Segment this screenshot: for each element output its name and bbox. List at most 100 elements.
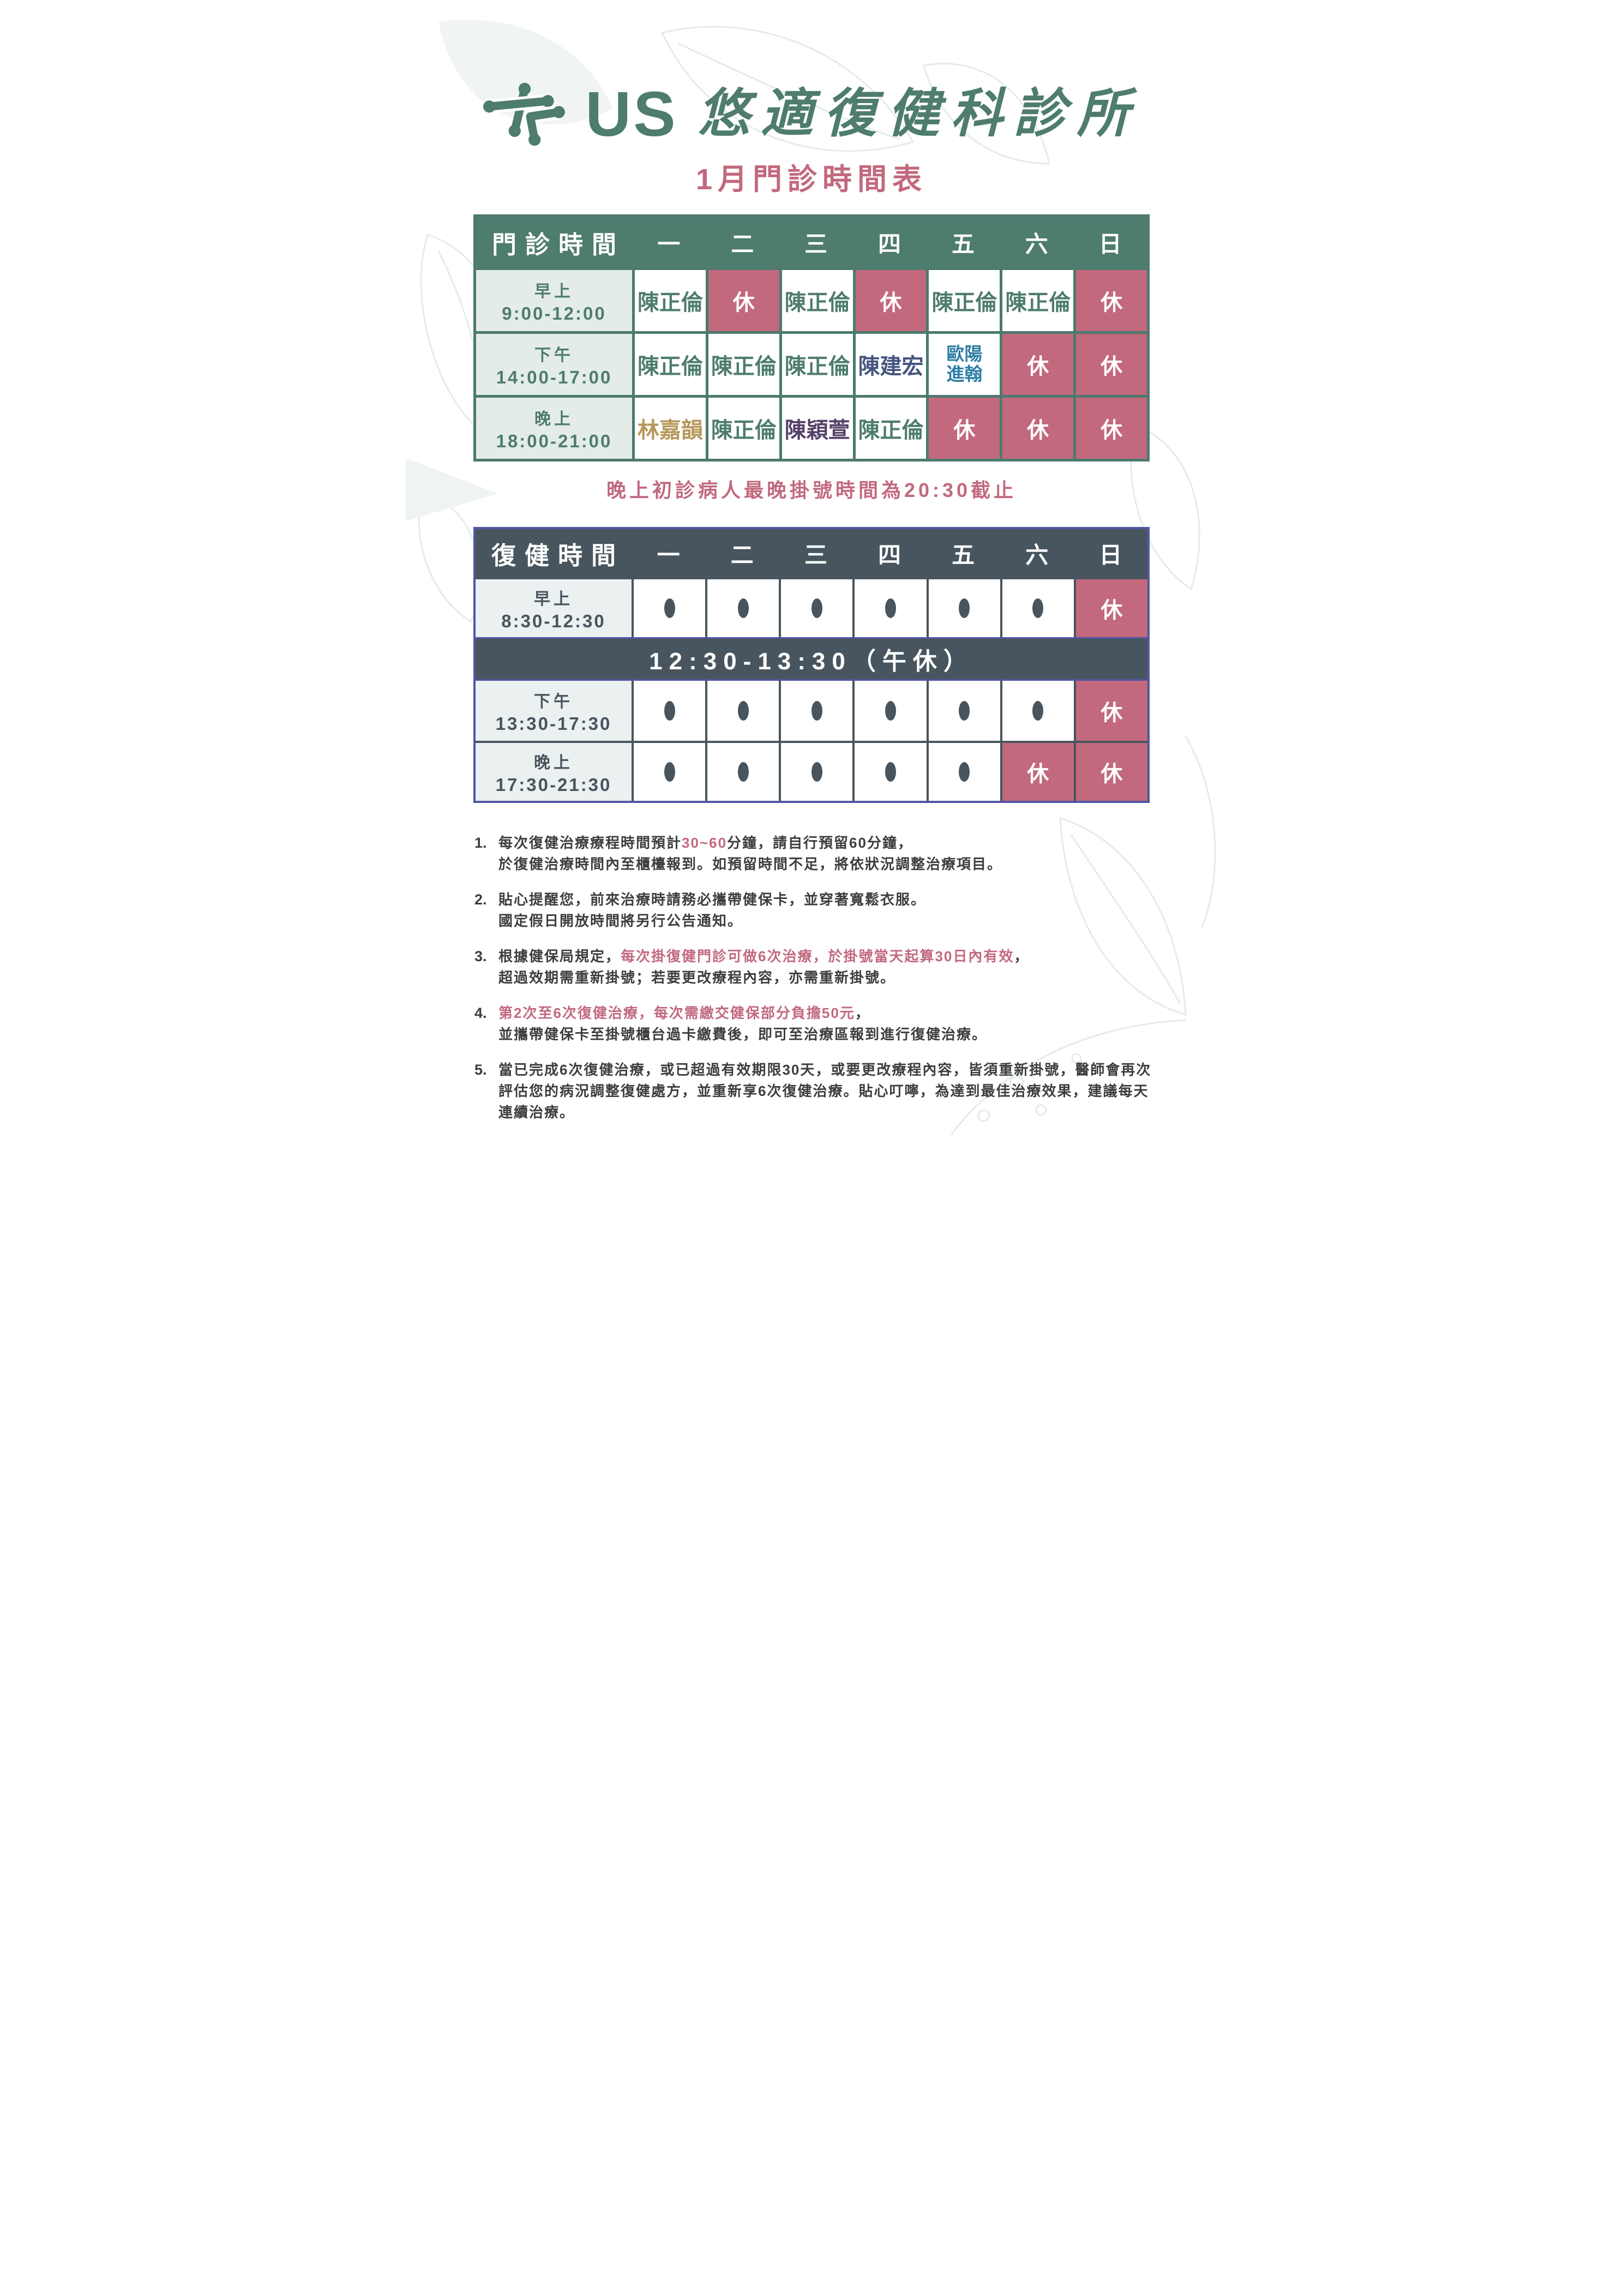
lunch-break-row: 12:30-13:30（午休） <box>476 637 1147 681</box>
evening-registration-notice: 晚上初診病人最晚掛號時間為20:30截止 <box>606 479 1017 501</box>
branch-watermark <box>950 1019 1186 1135</box>
closed-cell: 休 <box>1073 681 1147 741</box>
note-item: 5. 當已完成6次復健治療，或已超過有效期限30天，或要更改療程內容，皆須重新掛號… <box>474 1059 1185 1123</box>
note-line: 國定假日開放時間將另行公告通知。 <box>498 910 926 932</box>
row-label: 早上 8:30-12:30 <box>476 579 632 637</box>
doctor-cell: 陳正倫 <box>779 270 853 331</box>
leaf-watermark <box>438 20 613 124</box>
rehab-schedule-table: 復健時間 一二三四五六日 早上 8:30-12:30 休 12:30-13:30（午休… <box>473 527 1150 803</box>
note-text: 分鐘，請自行預留60分鐘， <box>727 835 913 851</box>
doctor-cell: 陳正倫 <box>779 334 853 395</box>
open-slot-cell <box>1000 579 1074 637</box>
closed-cell: 休 <box>1073 270 1147 331</box>
row-label: 晚上 18:00-21:00 <box>476 398 632 459</box>
open-circle-icon <box>811 701 822 721</box>
open-slot-cell <box>926 743 1000 801</box>
note-line: 於復健治療時間內至櫃檯報到。如預留時間不足，將依狀況調整治療項目。 <box>498 854 1002 875</box>
closed-cell: 休 <box>1000 743 1074 801</box>
open-circle-icon <box>664 598 675 618</box>
note-item: 2. 貼心提醒您，前來治療時請務必攜帶健保卡，並穿著寬鬆衣服。國定假日開放時間將另… <box>474 889 1185 932</box>
note-line: 貼心提醒您，前來治療時請務必攜帶健保卡，並穿著寬鬆衣服。 <box>498 889 926 910</box>
leaf-watermark <box>406 458 498 521</box>
row-period: 下午 <box>534 346 574 364</box>
note-line: 當已完成6次復健治療，或已超過有效期限30天，或要更改療程內容，皆須重新掛號，醫… <box>498 1059 1151 1081</box>
day-header: 五 <box>951 231 975 257</box>
row-time: 13:30-17:30 <box>495 713 612 734</box>
notes-list: 1. 每次復健治療療程時間預計30~60分鐘，請自行預留60分鐘， 於復健治療時間內… <box>474 832 1185 1123</box>
note-text: 貼心提醒您，前來治療時請務必攜帶健保卡，並穿著寬鬆衣服。 <box>498 891 927 908</box>
note-text: 每次復健治療療程時間預計 <box>498 835 682 851</box>
doctor-cell: 陳建宏 <box>852 334 927 395</box>
open-circle-icon <box>885 598 896 618</box>
rehab-table-header: 復健時間 一 二 三 四 五 六 日 <box>476 529 1147 577</box>
brand-header: US 悠適復健科診所 <box>406 0 1217 146</box>
row-period: 晚上 <box>534 753 573 772</box>
row-label: 早上 9:00-12:00 <box>476 270 632 331</box>
note-text: 根據健保局規定， <box>498 948 621 964</box>
doctor-cell: 林嘉韻 <box>632 398 706 459</box>
row-time: 8:30-12:30 <box>501 610 606 631</box>
open-circle-icon <box>885 762 896 782</box>
day-header: 三 <box>804 542 827 568</box>
leaf-watermark <box>418 490 480 624</box>
row-period: 早上 <box>534 282 574 301</box>
leaf-watermark <box>1059 817 1187 1016</box>
note-line: 並攜帶健保卡至掛號櫃台過卡繳費後，即可至治療區報到進行復健治療。 <box>498 1024 987 1045</box>
note-text-highlight: 第2次至6次復健治療，每次需繳交健保部分負擔50元 <box>498 1005 855 1021</box>
note-text: ， <box>1014 948 1030 964</box>
open-circle-icon <box>737 762 749 782</box>
open-slot-cell <box>852 579 927 637</box>
berry-watermark <box>977 1109 990 1122</box>
leaf-watermark <box>923 63 1050 165</box>
open-circle-icon <box>737 598 749 618</box>
open-slot-cell <box>632 743 706 801</box>
berry-watermark <box>1035 1104 1047 1116</box>
closed-cell: 休 <box>852 270 927 331</box>
row-time: 17:30-21:30 <box>495 774 612 795</box>
note-line: 連續治療。 <box>498 1102 1151 1123</box>
open-circle-icon <box>811 762 822 782</box>
note-text: ， <box>855 1005 870 1021</box>
closed-cell: 休 <box>1073 579 1147 637</box>
note-text-highlight: 每次掛復健門診可做6次治療，於掛號當天起算30日內有效 <box>621 948 1014 964</box>
note-line: 超過效期需重新掛號；若要更改療程內容，亦需重新掛號。 <box>498 967 1029 988</box>
day-header: 一 <box>657 542 680 568</box>
open-slot-cell <box>1000 681 1074 741</box>
note-number: 2. <box>474 891 487 908</box>
open-slot-cell <box>779 579 853 637</box>
note-item: 3. 根據健保局規定，每次掛復健門診可做6次治療，於掛號當天起算30日內有效， 超過… <box>474 946 1185 988</box>
open-circle-icon <box>959 598 970 618</box>
rehab-table-body: 早上 8:30-12:30 休 12:30-13:30（午休） 下午 13:30-17:3… <box>476 577 1147 801</box>
day-header: 四 <box>877 231 901 257</box>
note-item: 1. 每次復健治療療程時間預計30~60分鐘，請自行預留60分鐘， 於復健治療時間內… <box>474 832 1185 875</box>
closed-cell: 休 <box>1000 334 1074 395</box>
open-slot-cell <box>705 743 779 801</box>
open-circle-icon <box>1032 598 1044 618</box>
page-title: 1月門診時間表 <box>695 163 928 196</box>
closed-cell: 休 <box>1073 398 1147 459</box>
clinic-schedule-table: 門診時間 一二三四五六日 早上 9:00-12:00 陳正倫休陳正倫休陳正倫 陳正倫休… <box>473 214 1150 461</box>
open-circle-icon <box>1032 701 1044 721</box>
note-text: 於復健治療時間內至櫃檯報到。如預留時間不足，將依狀況調整治療項目。 <box>498 856 1003 872</box>
row-time: 18:00-21:00 <box>496 430 612 451</box>
clinic-schedule-row: 早上 9:00-12:00 陳正倫休陳正倫休陳正倫 陳正倫休 <box>476 267 1147 331</box>
note-body: 貼心提醒您，前來治療時請務必攜帶健保卡，並穿著寬鬆衣服。國定假日開放時間將另行公… <box>498 889 926 932</box>
open-slot-cell <box>926 579 1000 637</box>
note-item: 4. 第2次至6次復健治療，每次需繳交健保部分負擔50元， 並攜帶健保卡至掛號櫃台過… <box>474 1003 1185 1045</box>
day-header: 五 <box>952 542 975 568</box>
doctor-cell: 陳穎萱 <box>779 398 853 459</box>
open-circle-icon <box>885 701 896 721</box>
clinic-logo-icon <box>483 82 566 146</box>
note-line: 評估您的病況調整復健處方，並重新享6次復健治療。貼心叮嚀，為達到最佳治療效果，建… <box>498 1081 1151 1102</box>
doctor-cell: 歐陽 進翰 <box>926 334 1000 395</box>
note-text: 並攜帶健保卡至掛號櫃台過卡繳費後，即可至治療區報到進行復健治療。 <box>498 1026 988 1042</box>
note-number: 5. <box>474 1062 487 1078</box>
day-header: 二 <box>730 542 754 568</box>
open-slot-cell <box>852 681 927 741</box>
day-header: 日 <box>1099 542 1122 568</box>
note-text-highlight: 30~60 <box>682 835 728 851</box>
day-header: 六 <box>1025 231 1048 257</box>
clinic-table-title: 門診時間 <box>491 230 625 259</box>
day-header: 四 <box>877 542 901 568</box>
rehab-schedule-row: 晚上 17:30-21:30 休休 <box>476 741 1147 801</box>
